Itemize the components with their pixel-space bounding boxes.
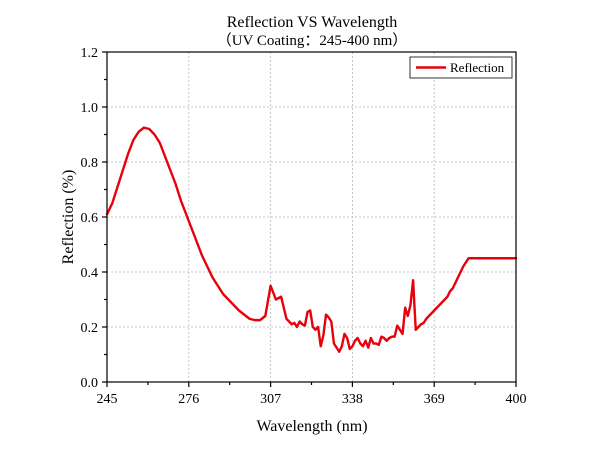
x-tick-label: 245 [97, 392, 118, 407]
y-tick-label: 0.8 [81, 156, 99, 171]
y-axis-label: Reflection (%) [60, 170, 77, 265]
chart-title: Reflection VS Wavelength [227, 14, 398, 31]
series-line-reflection [105, 126, 518, 353]
legend: Reflection [409, 56, 513, 79]
x-tick-label: 369 [424, 392, 445, 407]
legend-label-reflection: Reflection [450, 60, 505, 75]
y-tick-label: 0.4 [81, 266, 99, 281]
grid-lines [107, 52, 516, 382]
y-tick-label: 0.0 [81, 376, 99, 391]
x-tick-label: 338 [342, 392, 363, 407]
x-tick-label: 400 [506, 392, 527, 407]
series-layer [105, 126, 518, 353]
x-axis-ticks: 245 276 307 338 369 400 [97, 382, 527, 407]
legend-box [409, 56, 513, 79]
x-tick-label: 276 [178, 392, 199, 407]
x-tick-label: 307 [260, 392, 281, 407]
y-tick-label: 1.2 [81, 46, 99, 61]
y-tick-label: 1.0 [81, 101, 99, 116]
y-tick-label: 0.2 [81, 321, 99, 336]
y-axis-ticks: 0.0 0.2 0.4 0.6 0.8 1.0 1.2 [81, 46, 107, 391]
chart-subtitle: （UV Coating：245-400 nm） [217, 32, 408, 49]
x-axis-label: Wavelength (nm) [256, 418, 367, 435]
y-tick-label: 0.6 [81, 211, 99, 226]
